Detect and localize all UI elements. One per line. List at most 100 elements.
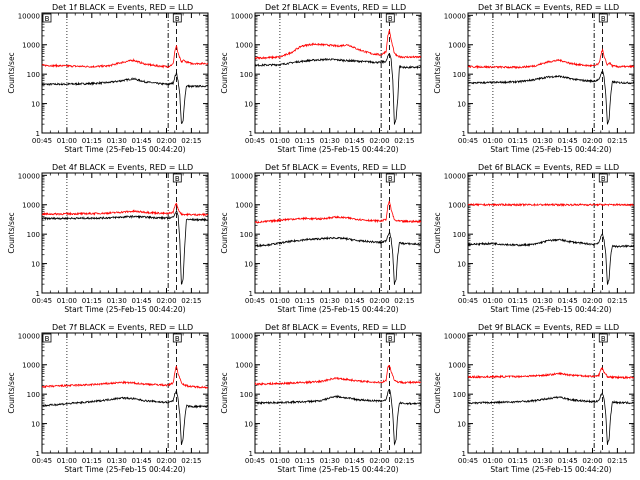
x-tick-label: 01:45 xyxy=(132,297,152,305)
series-line-lld xyxy=(255,28,421,60)
y-tick-label: 10000 xyxy=(444,12,466,20)
y-tick-label: 10 xyxy=(457,261,466,269)
corner-marker-box xyxy=(42,333,52,343)
x-axis-label: Start Time (25-Feb-15 00:44:20) xyxy=(277,465,398,474)
y-axis-label: Counts/sec xyxy=(433,372,442,413)
panel-3: Det 3f BLACK = Events, RED = LLD 1 10 100 10… xyxy=(433,3,635,154)
series-line-events xyxy=(468,232,634,286)
x-tick-label: 01:30 xyxy=(320,137,340,145)
y-tick-label: 10000 xyxy=(18,172,40,180)
x-axis-label: Start Time (25-Feb-15 00:44:20) xyxy=(277,305,398,314)
y-axis-label: Counts/sec xyxy=(220,212,229,253)
x-tick-label: 01:15 xyxy=(82,297,102,305)
x-tick-label: 01:00 xyxy=(483,297,503,305)
y-tick-label: 10 xyxy=(31,101,40,109)
y-tick-label: 1 xyxy=(249,130,253,138)
flare-marker-box xyxy=(385,173,395,183)
x-tick-label: 01:15 xyxy=(295,457,315,465)
y-tick-label: 100 xyxy=(240,391,253,399)
y-tick-label: 1 xyxy=(462,450,466,458)
y-tick-label: 10 xyxy=(457,101,466,109)
flare-marker: B xyxy=(175,335,180,343)
panel-title: Det 6f BLACK = Events, RED = LLD xyxy=(478,163,619,172)
x-tick-label: 01:45 xyxy=(345,137,365,145)
y-tick-label: 10 xyxy=(244,421,253,429)
x-tick-label: 01:45 xyxy=(345,457,365,465)
y-tick-label: 1 xyxy=(249,290,253,298)
flare-marker: B xyxy=(388,15,393,23)
x-tick-label: 01:30 xyxy=(320,457,340,465)
x-tick-label: 01:00 xyxy=(483,137,503,145)
flare-marker: B xyxy=(388,335,393,343)
y-tick-label: 10 xyxy=(457,421,466,429)
series-line-events xyxy=(42,209,208,285)
y-tick-label: 1 xyxy=(249,450,253,458)
y-tick-label: 10000 xyxy=(18,332,40,340)
x-tick-label: 01:45 xyxy=(558,457,578,465)
series-line-events xyxy=(255,388,421,446)
flare-marker-box xyxy=(598,13,608,23)
x-tick-label: 01:00 xyxy=(270,457,290,465)
x-tick-label: 02:15 xyxy=(394,137,414,145)
x-tick-label: 01:15 xyxy=(508,457,528,465)
y-tick-label: 1000 xyxy=(448,42,466,50)
y-tick-label: 1 xyxy=(36,290,40,298)
x-tick-label: 01:00 xyxy=(270,297,290,305)
x-tick-label: 02:15 xyxy=(181,297,201,305)
x-tick-label: 01:15 xyxy=(82,457,102,465)
panel-title: Det 5f BLACK = Events, RED = LLD xyxy=(265,163,406,172)
x-tick-label: 02:15 xyxy=(607,457,627,465)
y-tick-label: 1000 xyxy=(448,202,466,210)
x-axis-label: Start Time (25-Feb-15 00:44:20) xyxy=(64,305,185,314)
x-tick-label: 01:15 xyxy=(508,297,528,305)
panel-title: Det 1f BLACK = Events, RED = LLD xyxy=(52,3,193,12)
corner-marker: B xyxy=(45,335,50,343)
series-line-lld xyxy=(255,365,421,386)
x-tick-label: 02:15 xyxy=(181,137,201,145)
x-tick-label: 02:00 xyxy=(582,457,602,465)
y-tick-label: 1000 xyxy=(235,362,253,370)
flare-marker-box xyxy=(385,333,395,343)
y-tick-label: 1 xyxy=(36,130,40,138)
x-tick-label: 02:00 xyxy=(156,297,176,305)
x-axis-label: Start Time (25-Feb-15 00:44:20) xyxy=(64,145,185,154)
y-tick-label: 100 xyxy=(27,391,40,399)
flare-marker: B xyxy=(601,175,606,183)
x-axis-label: Start Time (25-Feb-15 00:44:20) xyxy=(490,465,611,474)
x-tick-label: 00:45 xyxy=(245,297,265,305)
y-tick-label: 100 xyxy=(453,231,466,239)
x-tick-label: 00:45 xyxy=(245,457,265,465)
y-tick-label: 10000 xyxy=(444,332,466,340)
x-tick-label: 01:30 xyxy=(533,297,553,305)
x-tick-label: 02:00 xyxy=(156,457,176,465)
x-tick-label: 00:45 xyxy=(245,137,265,145)
y-tick-label: 10000 xyxy=(231,172,253,180)
series-line-events xyxy=(42,390,208,446)
x-tick-label: 02:00 xyxy=(156,137,176,145)
series-line-events xyxy=(468,70,634,125)
corner-marker-box xyxy=(42,13,52,23)
flare-marker: B xyxy=(175,175,180,183)
flare-marker-box xyxy=(385,13,395,23)
x-tick-label: 01:15 xyxy=(82,137,102,145)
x-tick-label: 01:00 xyxy=(57,137,77,145)
y-tick-label: 1000 xyxy=(22,202,40,210)
x-tick-label: 01:45 xyxy=(132,137,152,145)
y-axis-label: Counts/sec xyxy=(7,212,16,253)
y-tick-label: 10000 xyxy=(444,172,466,180)
flare-marker: B xyxy=(388,175,393,183)
flare-marker-box xyxy=(598,173,608,183)
x-tick-label: 02:15 xyxy=(394,297,414,305)
y-tick-label: 100 xyxy=(27,71,40,79)
panel-6: Det 6f BLACK = Events, RED = LLD 1 10 100 10… xyxy=(433,163,635,314)
series-line-events xyxy=(42,72,208,124)
panel-8: Det 8f BLACK = Events, RED = LLD 1 10 100 10… xyxy=(220,323,422,474)
y-tick-label: 100 xyxy=(453,71,466,79)
y-axis-label: Counts/sec xyxy=(7,52,16,93)
flare-marker: B xyxy=(601,335,606,343)
x-axis-label: Start Time (25-Feb-15 00:44:20) xyxy=(490,305,611,314)
series-line-events xyxy=(468,392,634,445)
y-tick-label: 1 xyxy=(462,130,466,138)
flare-marker-box xyxy=(172,173,182,183)
